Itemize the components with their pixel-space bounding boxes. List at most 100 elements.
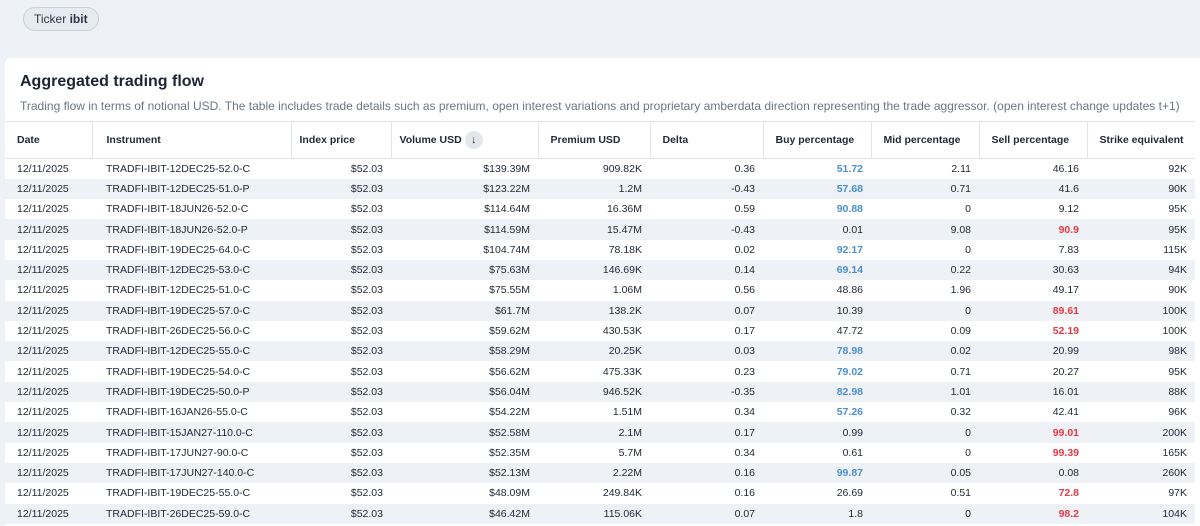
cell-date: 12/11/2025 [17, 365, 69, 378]
cell-sell-percentage: 49.17 [1052, 284, 1079, 297]
cell-volume-usd: $52.13M [391, 462, 538, 484]
cell-strike-equivalent: 98K [1087, 341, 1195, 362]
col-header-date[interactable]: Date [5, 121, 93, 159]
cell-delta: -0.35 [650, 381, 763, 403]
cell-buy-percentage: 57.68 [763, 178, 871, 200]
top-bar: Ticker ibit [0, 0, 1200, 48]
cell-volume-usd: $54.22M [489, 406, 530, 419]
cell-buy-percentage: 0.99 [763, 422, 871, 443]
col-header-mid-percentage[interactable]: Mid percentage [871, 121, 980, 159]
col-header-premium-usd[interactable]: Premium USD [538, 121, 651, 159]
cell-instrument: TRADFI-IBIT-17JUN27-90.0-C [106, 446, 249, 459]
cell-delta: 0.34 [734, 406, 755, 419]
cell-mid-percentage: 9.08 [871, 219, 979, 240]
cell-premium-usd: 115.06K [538, 503, 650, 524]
cell-buy-percentage: 47.72 [836, 325, 863, 338]
table-row[interactable]: 12/11/2025 TRADFI-IBIT-18JUN26-52.0-C $52.… [5, 199, 1195, 219]
cell-strike-equivalent: 96K [1168, 406, 1187, 419]
table-row[interactable]: 12/11/2025 TRADFI-IBIT-19DEC25-55.0-C $52.… [5, 483, 1195, 503]
cell-index-price: $52.03 [291, 422, 391, 443]
cell-instrument: TRADFI-IBIT-19DEC25-57.0-C [92, 300, 291, 321]
cell-instrument: TRADFI-IBIT-15JAN27-110.0-C [92, 422, 291, 443]
cell-mid-percentage: 0 [871, 503, 979, 524]
cell-volume-usd: $104.74M [483, 243, 530, 256]
cell-buy-percentage: 10.39 [763, 300, 871, 321]
table-row[interactable]: 12/11/2025 TRADFI-IBIT-19DEC25-64.0-C $52.… [5, 240, 1195, 260]
cell-index-price: $52.03 [291, 259, 391, 281]
table-row[interactable]: 12/11/2025 TRADFI-IBIT-19DEC25-54.0-C $52.… [5, 361, 1195, 381]
cell-premium-usd: 2.1M [538, 422, 650, 443]
cell-premium-usd: 138.2K [538, 300, 650, 321]
cell-date: 12/11/2025 [17, 284, 69, 297]
cell-index-price: $52.03 [350, 243, 383, 256]
cell-mid-percentage: 0.09 [950, 325, 971, 338]
table-row[interactable]: 12/11/2025 TRADFI-IBIT-16JAN26-55.0-C $52.… [5, 402, 1195, 422]
trading-flow-table: Date Instrument Index price Volume USD ↓ … [5, 121, 1195, 524]
table-row[interactable]: 12/11/2025 TRADFI-IBIT-12DEC25-55.0-C $52.… [5, 341, 1195, 362]
table-row[interactable]: 12/11/2025 TRADFI-IBIT-19DEC25-50.0-P $52.… [5, 381, 1195, 403]
trading-flow-card: Aggregated trading flow Trading flow in … [5, 58, 1200, 526]
cell-strike-equivalent: 100K [1162, 325, 1187, 338]
table-row[interactable]: 12/11/2025 TRADFI-IBIT-12DEC25-51.0-C $52.… [5, 280, 1195, 300]
cell-mid-percentage: 2.11 [951, 162, 971, 175]
col-header-volume-usd[interactable]: Volume USD ↓ [391, 121, 539, 159]
table-row[interactable]: 12/11/2025 TRADFI-IBIT-17JUN27-90.0-C $52.… [5, 443, 1195, 463]
cell-strike-equivalent: 88K [1087, 381, 1195, 403]
arrow-down-icon[interactable]: ↓ [464, 131, 483, 149]
cell-mid-percentage: 0 [965, 446, 971, 459]
table-row[interactable]: 12/11/2025 TRADFI-IBIT-15JAN27-110.0-C $52… [5, 422, 1195, 443]
cell-sell-percentage: 52.19 [1052, 325, 1079, 338]
cell-delta: 0.16 [650, 462, 763, 484]
table-row[interactable]: 12/11/2025 TRADFI-IBIT-26DEC25-56.0-C $52.… [5, 321, 1195, 341]
cell-buy-percentage: 82.98 [763, 381, 871, 403]
cell-date: 12/11/2025 [5, 300, 92, 321]
col-header-sell-percentage[interactable]: Sell percentage [979, 121, 1088, 159]
cell-sell-percentage: 98.2 [979, 503, 1087, 524]
cell-sell-percentage: 41.6 [979, 178, 1087, 200]
cell-delta: 0.14 [650, 259, 763, 281]
cell-buy-percentage: 51.72 [836, 162, 863, 175]
col-header-index-price[interactable]: Index price [291, 121, 392, 159]
col-header-strike-equivalent[interactable]: Strike equivalent [1087, 121, 1195, 159]
col-header-buy-percentage[interactable]: Buy percentage [763, 121, 872, 159]
cell-sell-percentage: 20.99 [979, 341, 1087, 362]
cell-volume-usd: $139.39M [483, 162, 530, 175]
col-header-instrument[interactable]: Instrument [92, 121, 292, 159]
table-row[interactable]: 12/11/2025 TRADFI-IBIT-19DEC25-57.0-C $52.… [5, 300, 1195, 321]
cell-index-price: $52.03 [350, 162, 383, 175]
cell-sell-percentage: 30.63 [979, 259, 1087, 281]
col-header-delta[interactable]: Delta [650, 121, 764, 159]
cell-index-price: $52.03 [291, 462, 391, 484]
ticker-chip-value: ibit [69, 12, 88, 26]
cell-buy-percentage: 78.98 [763, 341, 871, 362]
table-row[interactable]: 12/11/2025 TRADFI-IBIT-17JUN27-140.0-C $52… [5, 462, 1195, 484]
cell-strike-equivalent: 97K [1168, 487, 1187, 500]
cell-instrument: TRADFI-IBIT-12DEC25-53.0-C [92, 259, 291, 281]
cell-sell-percentage: 89.61 [979, 300, 1087, 321]
ticker-filter-chip[interactable]: Ticker ibit [23, 7, 99, 31]
table-row[interactable]: 12/11/2025 TRADFI-IBIT-26DEC25-59.0-C $52.… [5, 503, 1195, 524]
cell-premium-usd: 1.2M [538, 178, 650, 200]
cell-buy-percentage: 69.14 [763, 259, 871, 281]
cell-strike-equivalent: 92K [1168, 162, 1187, 175]
cell-delta: 0.34 [734, 446, 755, 459]
trading-flow-table-container[interactable]: Date Instrument Index price Volume USD ↓ … [5, 121, 1200, 526]
cell-strike-equivalent: 104K [1087, 503, 1195, 524]
cell-buy-percentage: 57.26 [836, 406, 863, 419]
cell-sell-percentage: 9.12 [1058, 203, 1079, 216]
table-row[interactable]: 12/11/2025 TRADFI-IBIT-12DEC25-52.0-C $52.… [5, 159, 1195, 179]
cell-premium-usd: 20.25K [538, 341, 650, 362]
cell-premium-usd: 146.69K [538, 259, 650, 281]
cell-premium-usd: 16.36M [606, 203, 642, 216]
table-row[interactable]: 12/11/2025 TRADFI-IBIT-12DEC25-53.0-C $52.… [5, 259, 1195, 281]
cell-mid-percentage: 0 [965, 203, 971, 216]
table-row[interactable]: 12/11/2025 TRADFI-IBIT-12DEC25-51.0-P $52.… [5, 178, 1195, 200]
cell-date: 12/11/2025 [17, 162, 69, 175]
cell-sell-percentage: 16.01 [979, 381, 1087, 403]
cell-premium-usd: 2.22M [538, 462, 650, 484]
table-row[interactable]: 12/11/2025 TRADFI-IBIT-18JUN26-52.0-P $52.… [5, 219, 1195, 240]
cell-mid-percentage: 0 [871, 300, 979, 321]
cell-date: 12/11/2025 [5, 422, 92, 443]
cell-date: 12/11/2025 [17, 325, 69, 338]
cell-instrument: TRADFI-IBIT-12DEC25-51.0-P [92, 178, 291, 200]
